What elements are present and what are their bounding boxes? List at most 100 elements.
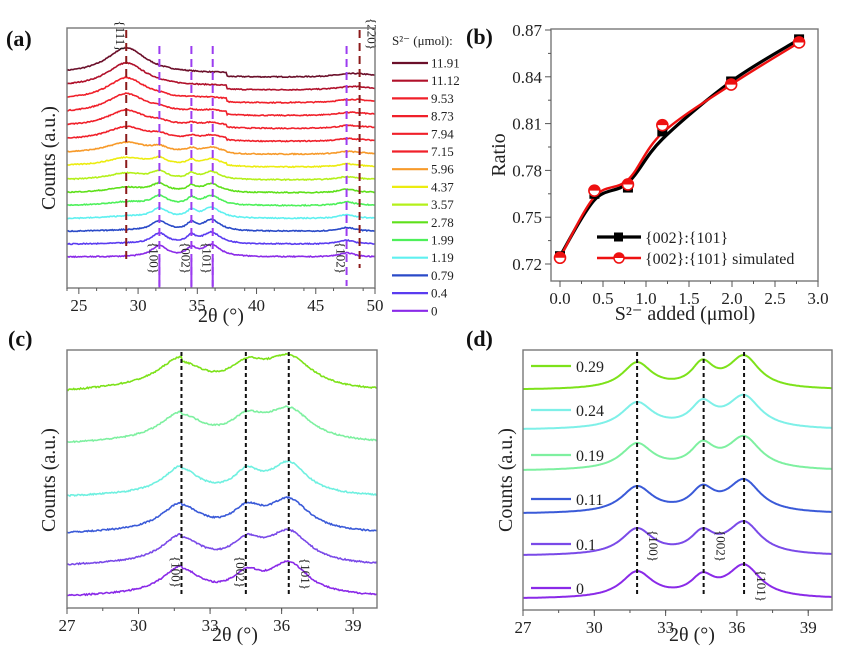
a-legend-label: 0.79 <box>431 268 454 283</box>
panel-label-b: (b) <box>466 24 493 49</box>
a-x-tick-label: 45 <box>307 296 324 315</box>
a-legend-label: 4.37 <box>431 179 454 194</box>
c-x-tick-label: 39 <box>345 616 362 635</box>
a-legend-label: 7.15 <box>431 144 454 159</box>
a-series-11.12 <box>66 61 376 91</box>
c-reference-lines: {100} {002} {101} <box>168 352 313 594</box>
d-x-tick-label: 27 <box>515 618 533 637</box>
panel-label-c: (c) <box>8 326 32 351</box>
d-legend: 0.29 0.24 0.19 0.11 0.1 0 <box>531 359 604 598</box>
b-y-tick-label: 0.78 <box>512 161 542 180</box>
d-x-tick-label: 33 <box>657 618 674 637</box>
a-legend-label: 11.12 <box>431 73 460 88</box>
c-x-tick-label: 36 <box>273 616 290 635</box>
panel-b: (b) 0.0 0.5 1.0 1.5 2.0 2.5 3.0 0.72 0.75 0.78 0.8… <box>466 21 829 325</box>
a-legend-label: 7.94 <box>431 126 454 141</box>
a-series-2.78 <box>66 181 376 194</box>
a-legend-label: 9.53 <box>431 91 454 106</box>
a-series-7.94 <box>66 108 376 130</box>
panel-d: (d) {100} {002}{101} 27 30 33 36 39 0.290.240… <box>466 326 833 646</box>
d-x-tick-label: 30 <box>586 618 603 637</box>
a-plot-frame <box>66 27 376 289</box>
d-x-axis-title: 2θ (°) <box>669 624 715 646</box>
a-x-tick-label: 50 <box>367 296 384 315</box>
b-y-tick-label: 0.72 <box>512 255 542 274</box>
d-series-0 <box>523 563 833 599</box>
d-legend-label: 0.1 <box>576 537 596 554</box>
b-x-tick-label: 0.0 <box>549 289 570 308</box>
a-legend-title: S²⁻ (μmol): <box>392 33 453 48</box>
a-legend-label: 1.99 <box>431 233 454 248</box>
a-series-4.37 <box>66 155 376 169</box>
a-reference-lines: {111} {100} {002} {101} {102} {220} <box>113 18 380 288</box>
b-marker-circle-fill <box>622 178 634 185</box>
a-x-tick-label: 40 <box>248 296 265 315</box>
c-x-tick-label: 30 <box>130 616 147 635</box>
a-legend-label: 8.73 <box>431 109 454 124</box>
d-reference-lines: {100} {002} {101} <box>636 352 769 602</box>
d-series-0.19 <box>523 434 832 471</box>
d-ref-label-{100}: {100} <box>646 530 661 562</box>
b-x-tick-label: 3.0 <box>807 289 828 308</box>
panel-label-d: (d) <box>466 326 493 351</box>
b-series <box>553 34 806 265</box>
b-x-tick-label: 2.5 <box>764 289 785 308</box>
a-series-1.99 <box>66 193 376 207</box>
a-series-11.91 <box>66 47 376 79</box>
d-series-0.29 <box>523 354 833 390</box>
c-x-axis: 27 30 33 36 39 <box>59 608 362 635</box>
c-series-0.79 <box>66 495 378 534</box>
d-series-0.1 <box>523 520 832 556</box>
c-series-0 <box>66 559 378 597</box>
c-ref-label-{002}: {002} <box>233 556 248 588</box>
d-legend-label: 0.29 <box>576 359 604 376</box>
d-legend-label: 0.19 <box>576 448 604 465</box>
d-plot-frame <box>522 349 833 611</box>
d-legend-label: 0 <box>576 581 584 598</box>
a-ref-label-{100}: {100} <box>146 242 161 274</box>
b-y-tick-label: 0.81 <box>512 115 542 134</box>
a-series-0.79 <box>66 218 376 233</box>
c-plot-frame <box>66 349 378 609</box>
a-legend: 11.91 11.12 9.53 8.73 7.94 7.15 5.96 4.37 3.57 2.… <box>392 56 460 318</box>
d-curves <box>523 354 833 599</box>
d-legend-label: 0.24 <box>576 403 604 420</box>
b-marker-circle-fill <box>554 252 566 258</box>
b-legend: {002}:{101} {002}:{101} simulated <box>597 230 794 268</box>
c-ref-label-{101}: {101} <box>298 558 313 590</box>
d-series-0.11 <box>523 477 832 514</box>
a-ref-label-{220}: {220} <box>365 18 380 50</box>
a-legend-label: 0.4 <box>431 286 448 301</box>
panel-c: (c) {100} {002} {101} 27 30 33 36 39 2θ (°) Co… <box>8 326 378 646</box>
a-y-axis-title: Counts (a.u.) <box>38 106 60 210</box>
a-x-tick-label: 35 <box>189 296 206 315</box>
b-legend-marker <box>614 232 623 242</box>
a-legend-label: 3.57 <box>431 197 454 212</box>
d-series-0.24 <box>523 393 832 430</box>
b-marker-circle-fill <box>725 79 737 85</box>
b-marker-circle-fill <box>656 119 668 126</box>
a-legend-label: 0 <box>431 303 438 318</box>
c-series-2.78 <box>66 352 378 392</box>
panel-label-a: (a) <box>6 26 32 51</box>
b-y-tick-label: 0.87 <box>512 21 542 40</box>
a-series-1.19 <box>66 206 376 220</box>
a-ref-label-{102}: {102} <box>334 242 349 274</box>
a-x-tick-label: 30 <box>130 296 147 315</box>
c-x-tick-label: 27 <box>59 616 77 635</box>
b-plot-frame <box>550 28 819 282</box>
a-legend-label: 1.19 <box>431 250 454 265</box>
b-marker-circle-fill <box>793 36 805 43</box>
a-series-3.57 <box>66 169 376 182</box>
c-series-0.4 <box>66 528 378 566</box>
a-legend-label: 5.96 <box>431 162 454 177</box>
a-series-0 <box>66 242 376 259</box>
b-y-tick-label: 0.75 <box>512 208 542 227</box>
d-x-axis: 27 30 33 36 39 <box>515 610 817 637</box>
a-ref-label-{111}: {111} <box>113 20 128 51</box>
b-x-axis-title: S²⁻ added (μmol) <box>615 303 756 325</box>
b-y-axis-title: Ratio <box>488 133 510 176</box>
b-axes: 0.0 0.5 1.0 1.5 2.0 2.5 3.0 0.72 0.75 0.78 0.81 0.8… <box>512 21 828 308</box>
b-x-tick-label: 0.5 <box>592 289 613 308</box>
